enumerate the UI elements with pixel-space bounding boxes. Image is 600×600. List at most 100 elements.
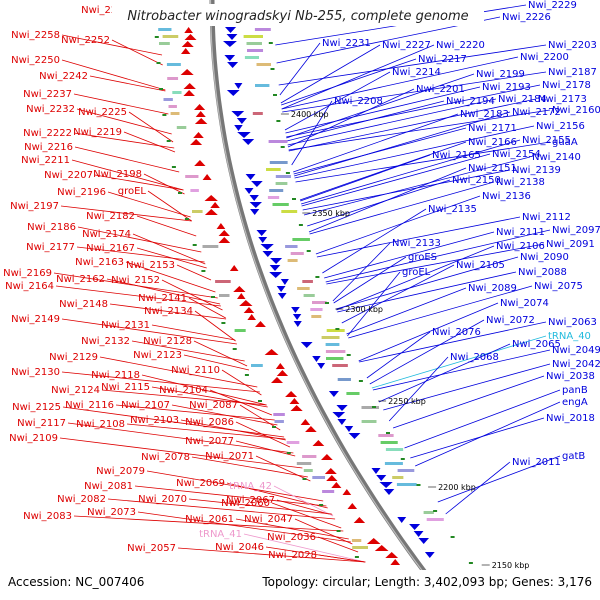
feature-block [287, 259, 298, 262]
reverse-gene-arrow [193, 132, 204, 138]
feature-block [256, 63, 272, 66]
ruler-label: 2150 kbp [492, 561, 530, 570]
gene-label: Nwi_2130 [11, 367, 60, 378]
label-connector [273, 485, 334, 517]
feature-block [192, 210, 203, 213]
forward-gene-arrow [231, 111, 245, 117]
label-connector [286, 100, 445, 142]
feature-block [247, 49, 264, 52]
gene-label: Nwi_2194 [446, 96, 495, 107]
gene-label: Nwi_2207 [44, 170, 93, 181]
forward-gene-arrow [312, 356, 321, 362]
forward-gene-arrow [376, 475, 387, 481]
label-connector [281, 58, 417, 106]
ruler-label: 2250 kbp [388, 397, 426, 406]
gene-label: Nwi_2140 [532, 152, 581, 163]
gene-label: Nwi_2174 [82, 229, 131, 240]
reverse-gene-arrow [247, 314, 256, 320]
gene-label: Nwi_2162 [56, 274, 105, 285]
gene-label: Nwi_2169 [3, 268, 52, 279]
gene-label: Nwi_2138 [496, 177, 545, 188]
ruler-tick [280, 146, 285, 148]
ruler-tick [450, 536, 455, 538]
label-connector [71, 159, 184, 191]
label-connector [285, 86, 481, 134]
gene-label: Nwi_2046 [215, 542, 264, 553]
reverse-gene-arrow [342, 489, 352, 495]
reverse-gene-arrow [285, 391, 298, 397]
reverse-gene-arrow [194, 118, 208, 124]
label-connector [271, 502, 342, 529]
label-connector [303, 156, 531, 216]
feature-block [302, 280, 313, 283]
feature-block [332, 364, 348, 367]
feature-block [290, 252, 304, 255]
forward-gene-arrow [244, 188, 254, 194]
label-connector [191, 456, 308, 478]
gene-label: Nwi_2076 [432, 327, 481, 338]
feature-block [303, 469, 313, 472]
label-connector [371, 335, 547, 389]
gene-label: Nwi_2134 [144, 306, 193, 317]
label-connector [77, 226, 202, 253]
feature-block [292, 238, 310, 241]
gene-label: gatB [562, 451, 585, 462]
feature-block [243, 35, 263, 38]
gene-label: Nwi_2057 [127, 543, 176, 554]
label-connectors [53, 4, 561, 563]
reverse-gene-arrow [229, 265, 239, 271]
label-connector [209, 389, 273, 416]
label-connector [141, 374, 267, 406]
gene-label: Nwi_2047 [244, 514, 293, 525]
label-connector [60, 205, 192, 222]
feature-block [310, 308, 323, 311]
label-connector [286, 73, 475, 139]
label-connector [326, 243, 545, 285]
label-connector [358, 302, 499, 362]
reverse-gene-arrow [347, 503, 358, 509]
label-connector [67, 422, 294, 454]
reverse-gene-arrow [194, 104, 206, 110]
reverse-gene-arrow [184, 34, 197, 40]
feature-block [326, 329, 345, 332]
genome-backbone-highlight [209, 0, 445, 600]
ruler-tick [201, 270, 206, 272]
feature-block [312, 301, 327, 304]
reverse-gene-arrow [237, 293, 246, 299]
label-connector [302, 169, 511, 211]
gene-label: Nwi_2152 [111, 275, 160, 286]
ruler-tick [319, 504, 324, 506]
label-connector [318, 554, 366, 563]
gene-label: Nwi_2155 [522, 135, 571, 146]
gene-label: tRNA_40 [548, 331, 591, 342]
label-connector [317, 536, 359, 553]
reverse-gene-arrow [204, 195, 218, 201]
feature-block [397, 469, 415, 472]
reverse-gene-arrow [202, 174, 212, 180]
label-connector [388, 356, 449, 422]
reverse-gene-arrow [264, 349, 279, 355]
gene-label: Nwi_2072 [486, 315, 535, 326]
gene-label: Nwi_2097 [552, 225, 600, 236]
label-connector [101, 389, 267, 406]
feature-block [215, 280, 231, 283]
forward-gene-arrow [418, 538, 429, 544]
label-connector [281, 44, 435, 110]
gene-label: Nwi_2136 [482, 191, 531, 202]
label-connector [300, 154, 431, 202]
gene-label: Nwi_2075 [534, 281, 583, 292]
forward-gene-arrow [332, 412, 346, 418]
gene-label: Nwi_2229 [528, 0, 577, 11]
feature-block [167, 77, 179, 80]
label-connector [278, 44, 547, 86]
label-connector [147, 190, 192, 222]
feature-block [378, 434, 394, 437]
ruler-tick [468, 562, 473, 564]
gene-label: Nwi_2110 [171, 365, 220, 376]
label-connector [235, 518, 349, 540]
gene-label: Nwi_2049 [552, 345, 600, 356]
label-connector [366, 331, 431, 379]
feature-block [326, 357, 344, 360]
ruler-tick [302, 478, 307, 480]
gene-label: Nwi_2105 [456, 260, 505, 271]
